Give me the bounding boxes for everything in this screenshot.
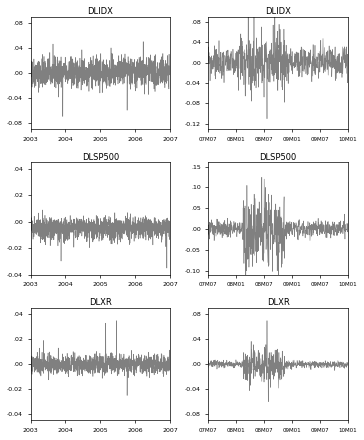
- Title: DLSP500: DLSP500: [260, 153, 297, 161]
- Title: DLIDX: DLIDX: [265, 7, 291, 16]
- Title: DLXR: DLXR: [89, 298, 112, 308]
- Title: DLSP500: DLSP500: [82, 153, 119, 161]
- Title: DLIDX: DLIDX: [87, 7, 113, 16]
- Title: DLXR: DLXR: [267, 298, 289, 308]
